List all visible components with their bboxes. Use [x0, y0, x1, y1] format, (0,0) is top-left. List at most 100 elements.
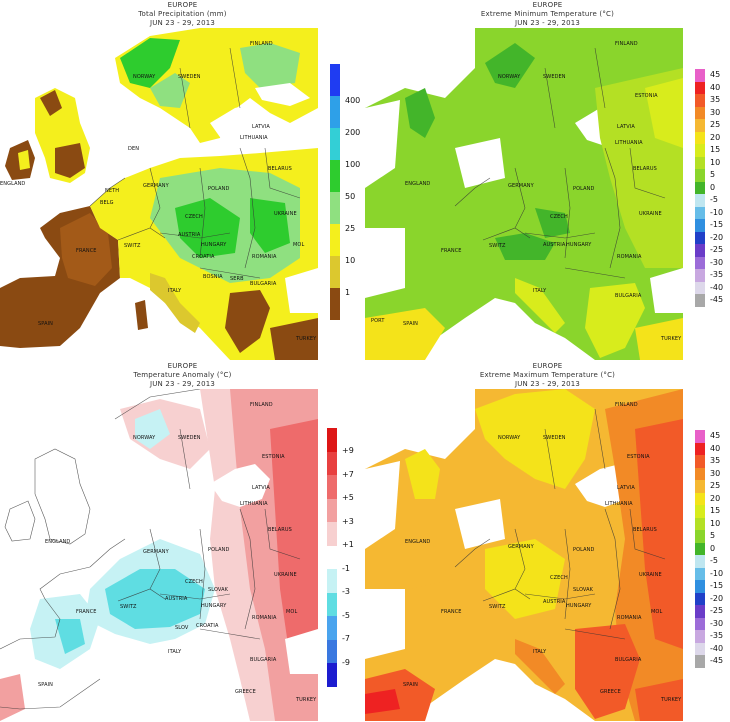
- colorbar-swatch: [327, 522, 337, 546]
- colorbar-swatch: [695, 194, 705, 207]
- label-romania: ROMANIA: [617, 615, 642, 621]
- colorbar-swatch: [695, 492, 705, 505]
- label-hungary: HUNGARY: [201, 242, 227, 248]
- label-mol: MOL: [293, 242, 305, 248]
- colorbar-tick: 1: [345, 288, 351, 297]
- colorbar-tick: 15: [710, 506, 721, 515]
- label-poland: POLAND: [208, 186, 230, 192]
- max-temperature-colorbar: [695, 430, 705, 668]
- temperature-anomaly-map: FINLAND NORWAY SWEDEN ESTONIA LATVIA LIT…: [0, 389, 318, 721]
- colorbar-swatch: [695, 119, 705, 132]
- colorbar-tick: -30: [710, 257, 724, 267]
- label-france: FRANCE: [76, 248, 97, 254]
- label-hungary: HUNGARY: [201, 603, 227, 609]
- colorbar-swatch: [695, 567, 705, 580]
- colorbar-swatch: [695, 231, 705, 244]
- label-czech: CZECH: [185, 579, 203, 585]
- colorbar-swatch: [695, 555, 705, 568]
- colorbar-swatch: [695, 480, 705, 493]
- colorbar-swatch: [330, 128, 340, 160]
- label-italy: ITALY: [168, 288, 182, 294]
- label-austria: AUSTRIA: [543, 599, 566, 605]
- panel-region-label: EUROPE: [167, 1, 198, 9]
- min-temperature-panel: EUROPE Extreme Minimum Temperature (°C) …: [365, 0, 730, 361]
- colorbar-swatch: [330, 224, 340, 256]
- label-belarus: BELARUS: [268, 527, 292, 533]
- colorbar-tick: 10: [710, 518, 721, 528]
- colorbar-swatch: [695, 281, 705, 294]
- colorbar-tick: 25: [710, 120, 721, 129]
- panel-dates: JUN 23 - 29, 2013: [149, 19, 216, 27]
- colorbar-swatch: [327, 428, 337, 452]
- label-port: PORT: [371, 318, 385, 324]
- colorbar-swatch: [695, 517, 705, 530]
- label-france: FRANCE: [76, 609, 97, 615]
- label-finland: FINLAND: [250, 402, 273, 408]
- colorbar-tick: 30: [710, 468, 721, 478]
- label-germany: GERMANY: [508, 183, 534, 189]
- label-sweden: SWEDEN: [543, 74, 566, 80]
- colorbar-tick: -9: [342, 657, 350, 667]
- colorbar-tick: -1: [342, 563, 350, 573]
- colorbar-swatch: [330, 160, 340, 192]
- label-slov: SLOV: [175, 625, 189, 631]
- colorbar-swatch: [327, 451, 337, 475]
- colorbar-swatch: [695, 642, 705, 655]
- label-lithuania: LITHUANIA: [605, 501, 633, 507]
- colorbar-swatch: [327, 592, 337, 616]
- label-switz: SWITZ: [124, 243, 141, 249]
- label-czech: CZECH: [550, 214, 568, 220]
- colorbar-tick: 45: [710, 70, 721, 79]
- label-austria: AUSTRIA: [543, 242, 566, 248]
- colorbar-swatch: [695, 256, 705, 269]
- colorbar-tick: -15: [710, 220, 724, 229]
- colorbar-swatch: [330, 96, 340, 128]
- panel-region-label: EUROPE: [532, 1, 563, 9]
- colorbar-tick: 400: [345, 96, 361, 105]
- label-latvia: LATVIA: [617, 124, 635, 130]
- label-greece: GREECE: [600, 689, 621, 695]
- colorbar-tick: 25: [345, 224, 356, 233]
- colorbar-swatch: [695, 131, 705, 144]
- label-spain: SPAIN: [403, 682, 419, 688]
- label-bulgaria: BULGARIA: [615, 293, 642, 299]
- label-turkey: TURKEY: [296, 697, 317, 703]
- colorbar-tick: 35: [710, 95, 721, 104]
- colorbar-swatch: [695, 156, 705, 169]
- colorbar-tick: 30: [710, 107, 721, 117]
- label-lithuania: LITHUANIA: [615, 140, 643, 146]
- colorbar-tick: -5: [342, 610, 350, 620]
- panel-region-label: EUROPE: [532, 362, 563, 370]
- colorbar-tick: 0: [710, 543, 716, 553]
- label-switz: SWITZ: [489, 243, 506, 249]
- label-romania: ROMANIA: [617, 254, 642, 260]
- label-norway: NORWAY: [133, 435, 156, 441]
- label-sweden: SWEDEN: [178, 74, 201, 80]
- label-ukraine: UKRAINE: [639, 572, 662, 578]
- label-italy: ITALY: [168, 649, 182, 655]
- colorbar-tick: +1: [342, 540, 354, 549]
- max-temperature-panel: EUROPE Extreme Maximum Temperature (°C) …: [365, 361, 730, 722]
- panel-region-label: EUROPE: [167, 362, 198, 370]
- colorbar-tick: 45: [710, 431, 721, 440]
- colorbar-swatch: [695, 219, 705, 232]
- label-germany: GERMANY: [508, 544, 534, 550]
- colorbar-swatch: [695, 81, 705, 94]
- label-austria: AUSTRIA: [165, 596, 188, 602]
- colorbar-tick: +3: [342, 516, 354, 526]
- colorbar-swatch: [695, 169, 705, 182]
- colorbar-swatch: [327, 545, 337, 569]
- colorbar-tick: -3: [342, 587, 350, 596]
- colorbar-tick: -5: [710, 195, 718, 204]
- colorbar-tick: -25: [710, 606, 724, 615]
- colorbar-tick: 10: [345, 256, 356, 265]
- colorbar-swatch: [327, 639, 337, 663]
- panel-title: Total Precipitation (mm): [138, 10, 227, 18]
- label-latvia: LATVIA: [252, 485, 270, 491]
- colorbar-tick: -20: [710, 593, 724, 603]
- label-hungary: HUNGARY: [566, 242, 592, 248]
- precipitation-map: FINLAND NORWAY SWEDEN LATVIA LITHUANIA B…: [0, 28, 318, 360]
- label-romania: ROMANIA: [252, 615, 277, 621]
- label-poland: POLAND: [573, 547, 595, 553]
- temperature-anomaly-colorbar: [327, 428, 337, 687]
